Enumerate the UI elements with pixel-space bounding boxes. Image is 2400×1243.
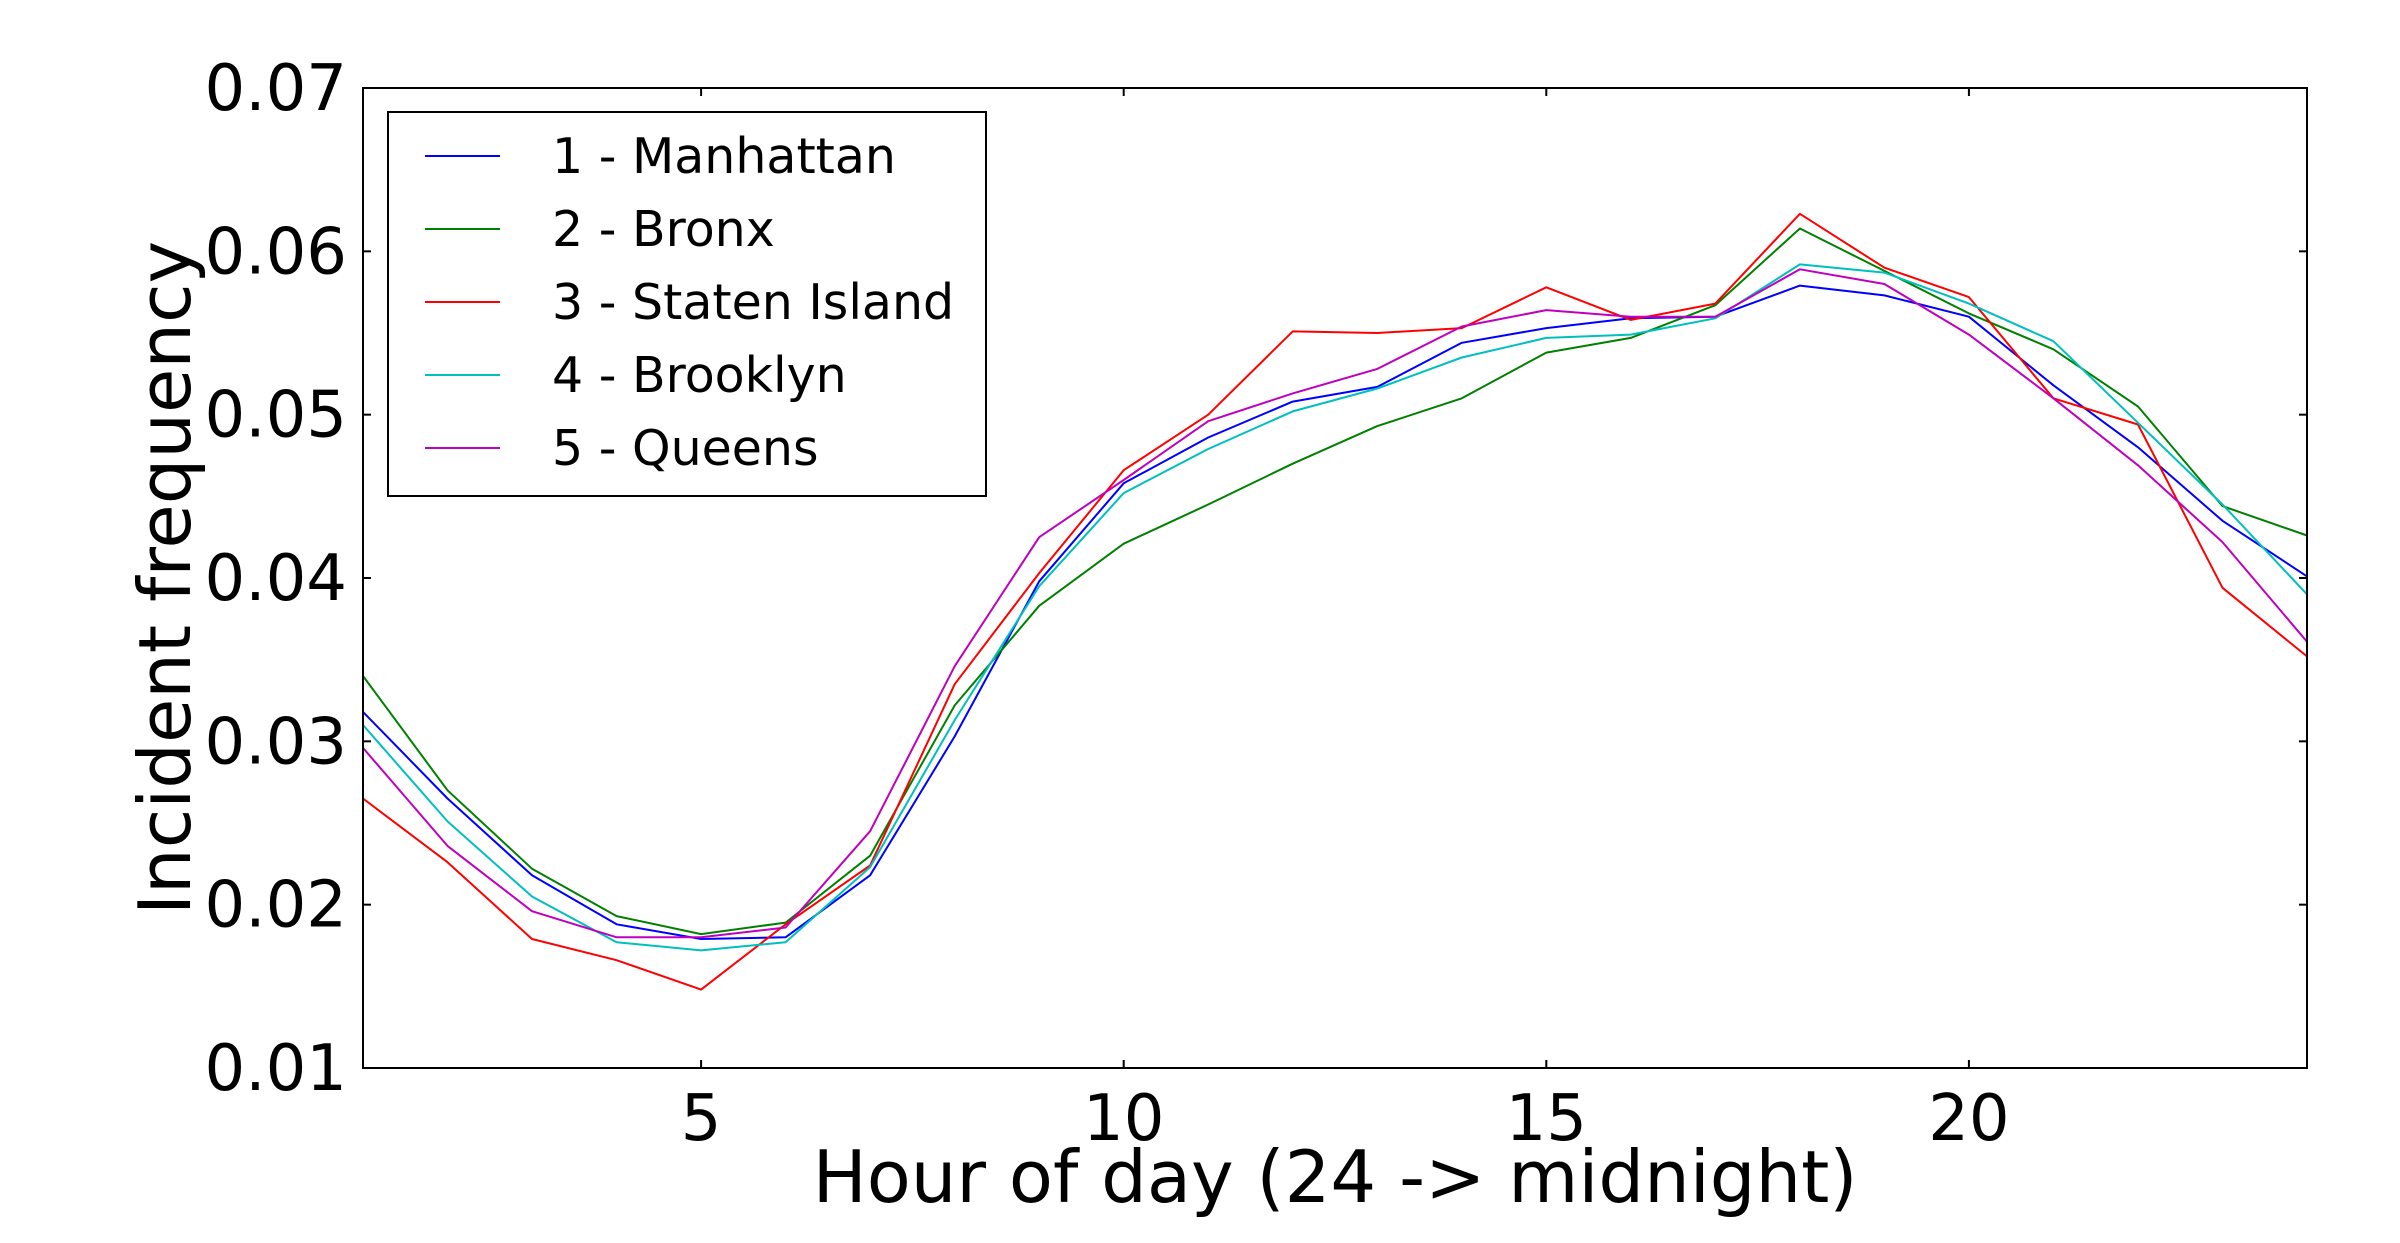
x-tick-label: 15 [1506,1082,1587,1156]
series-line-3 [362,212,2308,991]
legend-label-4: 4 - Brooklyn [552,347,847,404]
series-line-5 [362,268,2308,939]
series-line-2 [362,227,2308,936]
y-tick-label: 0.01 [205,1032,348,1106]
x-tick-label: 5 [681,1082,722,1156]
series-line-4 [362,263,2308,952]
series-layer [362,212,2308,991]
y-tick-label: 0.03 [205,705,348,779]
legend-label-1: 1 - Manhattan [552,128,896,185]
y-tick-label: 0.06 [205,215,348,289]
legend: 1 - Manhattan 2 - Bronx 3 - Staten Island 4… [387,111,987,497]
legend-box [387,111,987,497]
y-tick-label: 0.02 [205,869,348,943]
legend-label-5: 5 - Queens [552,420,819,477]
y-axis-label: Incident frequency [123,241,207,915]
y-tick-label: 0.04 [205,542,348,616]
x-axis-label: Hour of day (24 -> midnight) [813,1135,1858,1219]
legend-label-2: 2 - Bronx [552,201,775,258]
x-tick-label: 10 [1083,1082,1164,1156]
legend-label-3: 3 - Staten Island [552,274,954,331]
y-tick-label: 0.07 [205,52,348,126]
x-tick-label: 20 [1928,1082,2009,1156]
y-tick-label: 0.05 [205,379,348,453]
axis-ticks: 5 10 15 20 0.01 0.02 0.03 0.04 0.05 0.06 0.07 [205,52,2307,1156]
